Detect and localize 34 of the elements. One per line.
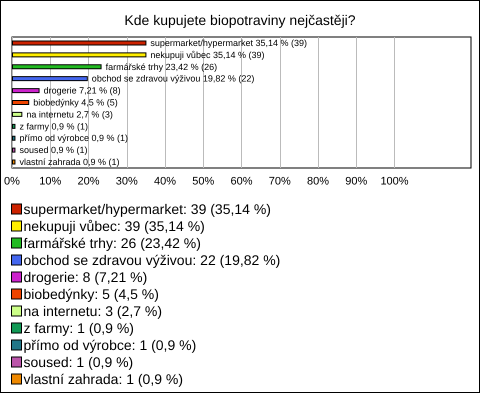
x-tick-label: 10% <box>39 176 62 188</box>
legend-label: na internetu: 3 (2,7 %) <box>24 303 162 319</box>
x-tick-label: 70% <box>268 176 291 188</box>
x-tick-label: 50% <box>192 176 214 188</box>
legend-label: vlastní zahrada: 1 (0,9 %) <box>24 371 184 387</box>
legend-label: supermarket/hypermarket: 39 (35,14 %) <box>24 201 271 217</box>
data-label: nekupuji vůbec 35,14 % (39) <box>150 50 264 60</box>
legend-label: nekupuji vůbec: 39 (35,14 %) <box>24 218 205 234</box>
data-label: z farmy 0,9 % (1) <box>19 121 88 132</box>
legend-label: soused: 1 (0,9 %) <box>24 354 134 370</box>
data-label: soused 0,9 % (1) <box>19 145 88 156</box>
legend-label: farmářské trhy: 26 (23,42 %) <box>24 235 201 251</box>
data-label: supermarket/hypermarket 35,14 % (39) <box>150 38 307 48</box>
x-tick-label: 90% <box>345 176 368 188</box>
data-label: farmářské trhy 23,42 % (26) <box>106 62 218 72</box>
data-label: biobedýnky 4,5 % (5) <box>33 98 118 108</box>
data-label: drogerie 7,21 % (8) <box>44 86 121 96</box>
x-tick-label: 40% <box>154 176 176 188</box>
chart-title: Kde kupujete biopotraviny nejčastěji? <box>124 12 356 28</box>
legend-label: drogerie: 8 (7,21 %) <box>24 269 148 285</box>
data-label: na internetu 2,7 % (3) <box>26 109 113 120</box>
legend-label: přímo od výrobce: 1 (0,9 %) <box>24 337 196 353</box>
x-tick-label: 0% <box>4 176 20 188</box>
x-tick-label: 80% <box>306 176 330 188</box>
x-tick-label: 20% <box>77 176 100 188</box>
legend-label: biobedýnky: 5 (4,5 %) <box>24 286 159 302</box>
legend-label: z farmy: 1 (0,9 %) <box>24 320 134 336</box>
data-label: obchod se zdravou výživou 19,82 % (22) <box>92 74 254 84</box>
x-tick-label: 60% <box>230 176 253 188</box>
x-tick-label: 30% <box>116 176 138 188</box>
data-label: přímo od výrobce 0,9 % (1) <box>19 133 128 144</box>
data-label: vlastní zahrada 0,9 % (1) <box>19 157 120 168</box>
legend-label: obchod se zdravou výživou: 22 (19,82 %) <box>24 252 280 268</box>
x-tick-label: 100% <box>380 176 409 188</box>
